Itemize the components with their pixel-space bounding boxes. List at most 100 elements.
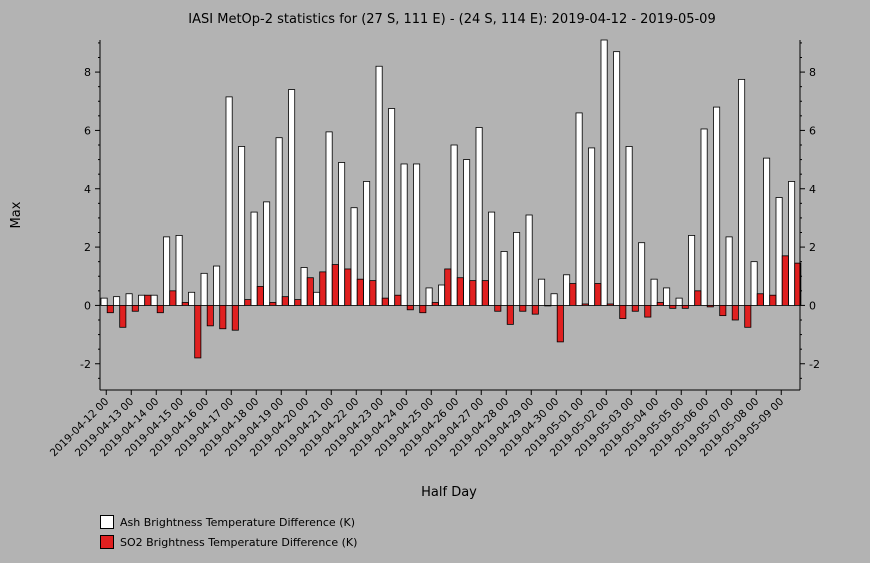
ash-bar — [450, 144, 458, 306]
ash-bar — [413, 163, 421, 306]
ash-bar — [350, 207, 358, 306]
so2-bar — [781, 255, 789, 306]
ash-bar — [438, 284, 446, 306]
so2-bar — [669, 305, 677, 309]
ash-bar — [263, 201, 271, 306]
so2-bar — [256, 286, 264, 306]
legend-swatch-so2 — [100, 535, 114, 549]
ash-bar — [650, 278, 658, 306]
so2-bar — [706, 305, 714, 308]
ash-bar — [663, 287, 671, 306]
so2-bar — [756, 293, 764, 306]
so2-bar — [569, 283, 577, 306]
ash-bar — [213, 265, 221, 306]
y-tick-label-right: 2 — [809, 241, 816, 254]
ash-bar — [700, 128, 708, 306]
so2-bar — [544, 305, 552, 307]
so2-bar — [156, 305, 164, 314]
ash-bar — [425, 287, 433, 306]
ash-bar — [500, 251, 508, 306]
so2-bar — [481, 280, 489, 306]
ash-bar — [525, 214, 533, 306]
so2-bar — [119, 305, 127, 328]
y-tick-label-right: 0 — [809, 299, 816, 312]
ash-bar — [238, 146, 246, 306]
ash-bar — [788, 181, 796, 306]
so2-bar — [444, 268, 452, 306]
ash-bar — [163, 236, 171, 306]
ash-bar — [250, 211, 258, 306]
ash-bar — [738, 78, 746, 306]
so2-bar — [181, 302, 189, 306]
ash-bar — [638, 242, 646, 306]
so2-bar — [419, 305, 427, 314]
ash-bar — [188, 291, 196, 306]
so2-bar — [794, 262, 802, 306]
ash-bar — [375, 65, 383, 306]
ash-bar — [600, 39, 608, 306]
y-tick-label-right: 8 — [809, 66, 816, 79]
so2-bar — [719, 305, 727, 317]
so2-bar — [294, 299, 302, 306]
ash-bar — [388, 108, 396, 306]
y-tick-label-left: -2 — [80, 358, 91, 371]
legend-label-ash: Ash Brightness Temperature Difference (K… — [120, 515, 355, 529]
so2-bar — [519, 305, 527, 312]
ash-bar — [363, 181, 371, 306]
ash-bar — [550, 293, 558, 306]
so2-bar — [269, 302, 277, 306]
so2-bar — [394, 294, 402, 306]
legend-label-so2: SO2 Brightness Temperature Difference (K… — [120, 535, 358, 549]
so2-bar — [369, 280, 377, 306]
so2-bar — [456, 277, 464, 306]
ash-bar — [763, 157, 771, 306]
ash-bar — [538, 278, 546, 306]
ash-bar — [150, 294, 158, 306]
ash-bar — [100, 297, 108, 306]
legend: Ash Brightness Temperature Difference (K… — [100, 512, 357, 552]
ash-bar — [338, 162, 346, 306]
y-tick-label-left: 4 — [84, 183, 91, 196]
so2-bar — [131, 305, 139, 312]
ash-bar — [325, 131, 333, 306]
ash-bar — [613, 51, 621, 306]
x-axis-label: Half Day — [421, 485, 477, 500]
so2-bar — [681, 305, 689, 309]
so2-bar — [744, 305, 752, 328]
ash-bar — [175, 235, 183, 306]
ash-bar — [463, 159, 471, 306]
ash-bar — [775, 197, 783, 306]
ash-bar — [400, 163, 408, 306]
ash-bar — [125, 293, 133, 306]
legend-item-so2: SO2 Brightness Temperature Difference (K… — [100, 532, 357, 552]
so2-bar — [631, 305, 639, 312]
so2-bar — [606, 303, 614, 306]
y-tick-label-right: 4 — [809, 183, 816, 196]
ash-bar — [675, 297, 683, 306]
so2-bar — [644, 305, 652, 318]
ash-bar — [513, 232, 521, 306]
ash-bar — [625, 146, 633, 306]
ash-bar — [688, 235, 696, 306]
so2-bar — [594, 283, 602, 306]
so2-bar — [194, 305, 202, 359]
so2-bar — [169, 290, 177, 306]
so2-bar — [244, 299, 252, 306]
so2-bar — [406, 305, 414, 311]
so2-bar — [494, 305, 502, 312]
so2-bar — [106, 305, 114, 314]
ash-bar — [588, 147, 596, 306]
y-tick-label-left: 6 — [84, 124, 91, 137]
ash-bar — [313, 291, 321, 306]
so2-bar — [769, 294, 777, 306]
so2-bar — [219, 305, 227, 330]
ash-bar — [713, 106, 721, 306]
ash-bar — [488, 211, 496, 306]
ash-bar — [225, 96, 233, 306]
y-tick-label-right: 6 — [809, 124, 816, 137]
ash-bar — [275, 137, 283, 306]
y-tick-label-right: -2 — [809, 358, 820, 371]
y-tick-label-left: 0 — [84, 299, 91, 312]
